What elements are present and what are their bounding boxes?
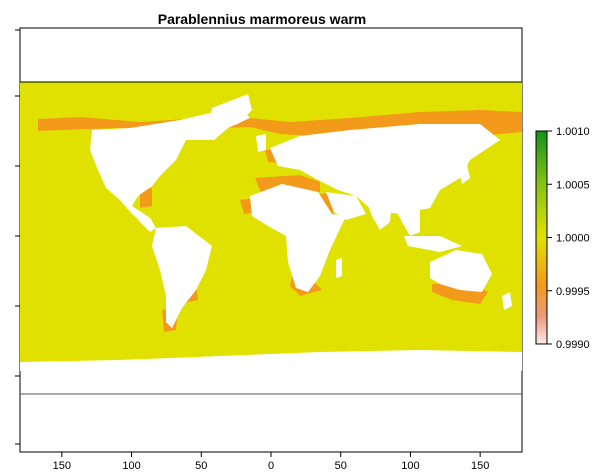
legend-tick-label: 0.9995 bbox=[556, 286, 590, 298]
land-north-america bbox=[90, 106, 250, 226]
raster-layer bbox=[20, 82, 522, 371]
land-australia bbox=[430, 250, 492, 292]
x-tick-label: 50 bbox=[195, 460, 207, 472]
land-eurasia bbox=[270, 124, 500, 214]
land-japan bbox=[458, 160, 470, 184]
color-legend: 1.0010 1.0005 1.0000 0.9995 0.9990 bbox=[535, 126, 590, 351]
x-axis: 150 100 50 0 50 100 150 bbox=[53, 452, 489, 472]
x-tick-label: 150 bbox=[53, 460, 71, 472]
x-tick-label: 150 bbox=[471, 460, 489, 472]
land-indonesia bbox=[404, 236, 462, 252]
land-south-america bbox=[152, 226, 212, 328]
land-greenland bbox=[210, 94, 252, 128]
band-us-east-coast bbox=[140, 188, 152, 208]
land-new-zealand bbox=[502, 292, 512, 310]
land-india bbox=[366, 198, 392, 230]
land-uk bbox=[256, 134, 266, 152]
land-antarctic-edge bbox=[20, 350, 522, 371]
legend-tick-label: 0.9990 bbox=[556, 339, 590, 351]
legend-tick-label: 1.0005 bbox=[556, 179, 590, 191]
legend-tick-label: 1.0010 bbox=[556, 126, 590, 138]
chart-title: Parablennius marmoreus warm bbox=[158, 11, 367, 27]
legend-color-bar bbox=[535, 130, 548, 345]
x-tick-label: 0 bbox=[268, 460, 274, 472]
land-africa bbox=[250, 184, 346, 292]
legend-tick-label: 1.0000 bbox=[556, 233, 590, 245]
y-axis bbox=[15, 29, 20, 445]
x-tick-label: 100 bbox=[401, 460, 419, 472]
land-se-asia bbox=[394, 206, 420, 236]
land-central-america bbox=[132, 206, 156, 232]
land-masses bbox=[20, 94, 522, 371]
land-arabia bbox=[326, 192, 366, 220]
land-madagascar bbox=[336, 258, 342, 278]
x-tick-label: 100 bbox=[122, 460, 140, 472]
x-tick-label: 50 bbox=[335, 460, 347, 472]
